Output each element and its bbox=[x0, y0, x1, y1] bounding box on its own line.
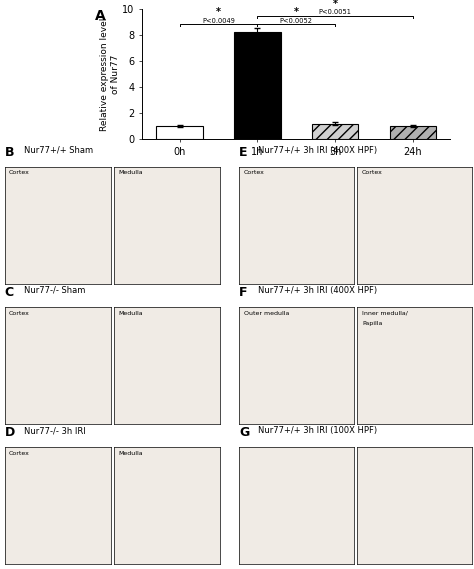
Text: C: C bbox=[5, 286, 14, 299]
Text: Cortex: Cortex bbox=[9, 311, 30, 316]
Text: *: * bbox=[333, 0, 337, 9]
Text: Nur77+/+ 3h IRI (400X HPF): Nur77+/+ 3h IRI (400X HPF) bbox=[258, 286, 377, 295]
Text: Nur77-/- Sham: Nur77-/- Sham bbox=[24, 286, 85, 295]
Text: Medulla: Medulla bbox=[118, 170, 143, 175]
Bar bbox=[390, 126, 436, 139]
Y-axis label: Relative expression level
of Nur77: Relative expression level of Nur77 bbox=[100, 17, 119, 131]
Text: Papilla: Papilla bbox=[362, 321, 383, 326]
Text: Outer medulla: Outer medulla bbox=[244, 311, 289, 316]
Text: Nur77-/- 3h IRI: Nur77-/- 3h IRI bbox=[24, 426, 85, 435]
Text: Nur77+/+ Sham: Nur77+/+ Sham bbox=[24, 146, 93, 155]
Text: Cortex: Cortex bbox=[9, 451, 30, 456]
Text: *: * bbox=[294, 7, 299, 17]
Text: *: * bbox=[216, 7, 221, 17]
Bar bbox=[156, 126, 203, 139]
Text: Medulla: Medulla bbox=[118, 311, 143, 316]
Bar bbox=[234, 32, 281, 139]
Text: B: B bbox=[5, 146, 14, 159]
Text: P<0.0051: P<0.0051 bbox=[319, 9, 352, 15]
Text: Nur77+/+ 3h IRI (400X HPF): Nur77+/+ 3h IRI (400X HPF) bbox=[258, 146, 377, 155]
Text: F: F bbox=[239, 286, 248, 299]
Text: Cortex: Cortex bbox=[244, 170, 265, 175]
Text: Cortex: Cortex bbox=[9, 170, 30, 175]
Text: Inner medulla/: Inner medulla/ bbox=[362, 311, 408, 316]
Text: Cortex: Cortex bbox=[362, 170, 383, 175]
Text: Medulla: Medulla bbox=[118, 451, 143, 456]
Text: P<0.0052: P<0.0052 bbox=[280, 18, 313, 23]
Bar bbox=[312, 123, 358, 139]
Text: E: E bbox=[239, 146, 248, 159]
Text: Nur77+/+ 3h IRI (100X HPF): Nur77+/+ 3h IRI (100X HPF) bbox=[258, 426, 377, 435]
Text: D: D bbox=[5, 426, 15, 439]
Text: P<0.0049: P<0.0049 bbox=[202, 18, 235, 23]
Text: A: A bbox=[95, 9, 106, 23]
Text: G: G bbox=[239, 426, 250, 439]
